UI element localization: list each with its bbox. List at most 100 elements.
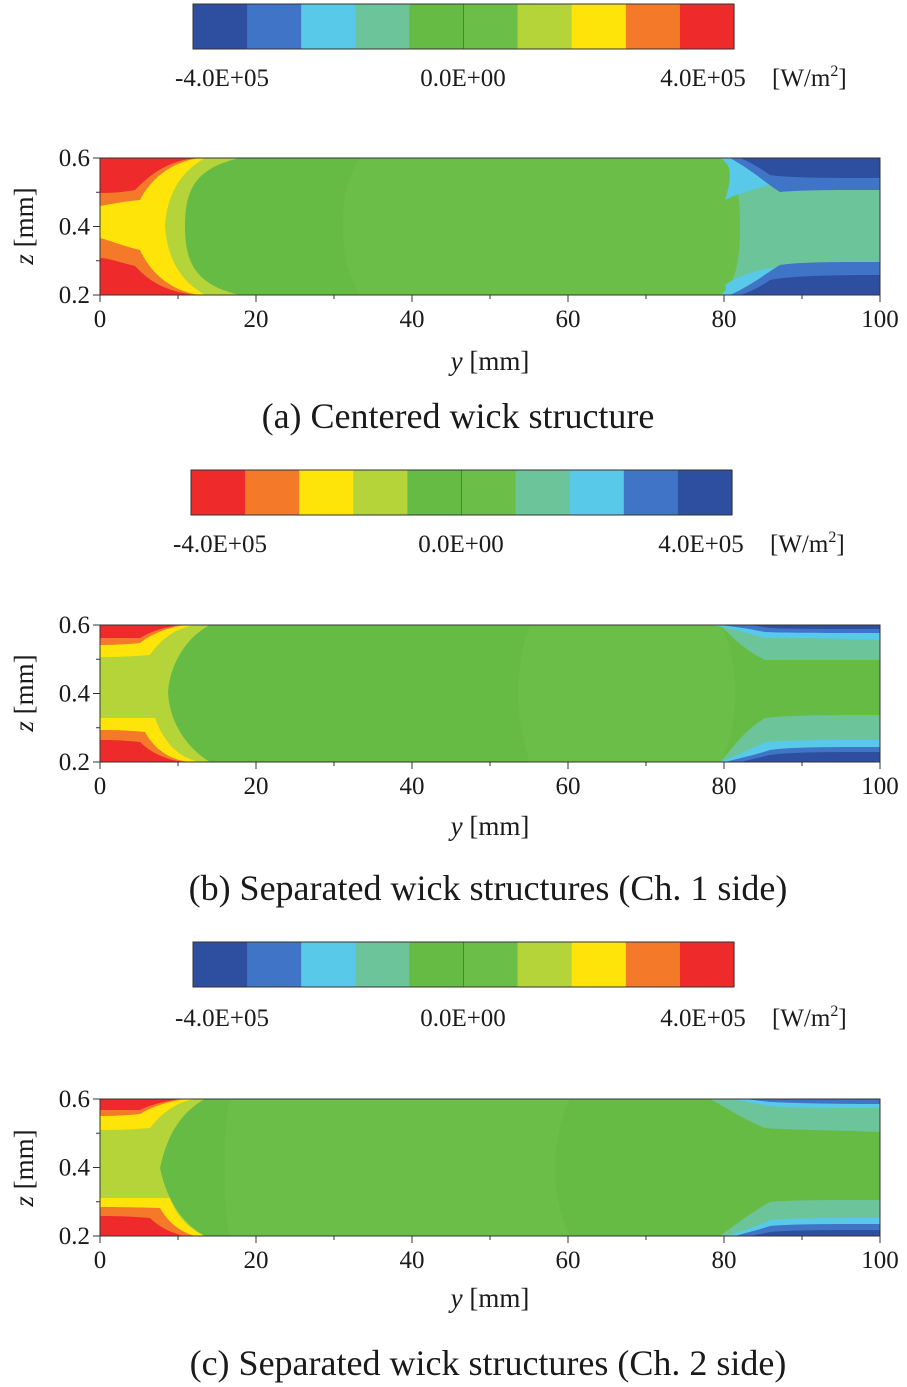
panel-b-colorbar-swatch [191,470,246,515]
panel-c-region-left-red-bottom [100,1216,185,1236]
panel-c-region-right-darkblue-bottom [750,1230,880,1236]
panel-c-y-tick-label: 0.4 [59,1155,91,1182]
panel-b: -4.0E+05 0.0E+00 4.0E+05 [W/m2] 0 20 40 [9,469,899,908]
panel-c-region-right-blue-top [745,1099,880,1104]
panel-b-x-tick-label: 0 [94,773,107,800]
panel-c-colorbar-swatch [355,942,410,987]
panel-a-colorbar-swatch [463,4,519,49]
panel-b-region-center-green-right [518,625,735,762]
panel-a-y-axis-title: z [mm] [9,187,39,265]
panel-c-contour-field [100,1099,880,1236]
panel-b-y-tick-label: 0.4 [59,681,91,708]
panel-b-colorbar-swatch [407,470,463,515]
panel-c-x-tick-label: 60 [556,1247,581,1274]
panel-c-colorbar-swatch [193,942,248,987]
panel-a-colorbar-swatch [355,4,410,49]
panel-a-colorbar: -4.0E+05 0.0E+00 4.0E+05 [W/m2] [175,3,847,92]
panel-b-x-tick-label: 40 [400,773,425,800]
panel-a-colorbar-swatch [409,4,465,49]
panel-c-colorbar-swatch [247,942,302,987]
panel-c-region-center-green-light [225,1099,570,1236]
panel-c-x-tick-label: 20 [244,1247,269,1274]
panel-c-y-tick-label: 0.2 [59,1223,90,1250]
panel-c-caption: (c) Separated wick structures (Ch. 2 sid… [190,1343,787,1383]
panel-a-region-center-green-right [343,158,740,295]
panel-a-x-tick-label: 20 [244,306,269,333]
panel-a-x-tick-label: 0 [94,306,107,333]
panel-a-caption: (a) Centered wick structure [262,396,655,436]
panel-c-colorbar-frame [192,941,735,988]
panel-c-axes: 0 20 40 60 80 100 0.2 0.4 0.6 [59,1086,899,1274]
panel-c-x-axis-title: y [mm] [448,1283,530,1313]
panel-b-x-tick-label: 20 [244,773,269,800]
panel-b-y-axis-title: z [mm] [9,654,39,732]
panel-b-colorbar-label-max: 4.0E+05 [658,531,744,558]
panel-b-colorbar-swatch [461,470,517,515]
panel-b-region-right-darkblue-bottom [740,752,880,762]
panel-a-colorbar-swatch [571,4,627,49]
panel-b-colorbar: -4.0E+05 0.0E+00 4.0E+05 [W/m2] [173,469,845,558]
panel-a-x-tick-label: 60 [556,306,581,333]
panel-b-colorbar-unit: [W/m2] [770,529,845,558]
panel-a-colorbar-frame [192,3,735,50]
panel-b-region-right-darkblue-top [750,625,880,629]
panel-b-axes: 0 20 40 60 80 100 0.2 0.4 0.6 [59,612,899,800]
panel-b-colorbar-swatch [623,470,679,515]
panel-a-colorbar-swatch [625,4,681,49]
panel-c-colorbar-swatch [463,942,519,987]
panel-b-colorbar-swatch [515,470,571,515]
panel-c-y-axis-title: z [mm] [9,1129,39,1207]
panel-b-colorbar-swatch [569,470,625,515]
panel-c-colorbar-swatch [571,942,627,987]
panel-a-colorbar-swatches [193,4,735,49]
panel-a-x-tick-label: 80 [712,306,737,333]
panel-a-region-left-red-top [100,158,195,193]
panel-c-colorbar-swatch [301,942,356,987]
panel-b-colorbar-swatch [299,470,354,515]
panel-a-y-tick-label: 0.4 [59,214,91,241]
panel-b-x-tick-label: 80 [712,773,737,800]
panel-c-colorbar-swatch [517,942,573,987]
panel-a-colorbar-label-min: -4.0E+05 [175,65,269,92]
panel-a-y-tick-label: 0.6 [59,145,90,172]
panel-b-contour-field [100,625,880,762]
panel-c: -4.0E+05 0.0E+00 4.0E+05 [W/m2] 0 20 40 60 8… [9,941,899,1383]
panel-a-region-right-darkblue-top [740,158,880,178]
panel-c-x-tick-label: 40 [400,1247,425,1274]
panel-b-colorbar-swatch [677,470,733,515]
panel-b-colorbar-frame [190,469,733,516]
panel-b-colorbar-swatches [191,470,733,515]
panel-c-colorbar-swatch [625,942,681,987]
panel-a-colorbar-label-mid: 0.0E+00 [420,65,506,92]
panel-c-colorbar-swatches [193,942,735,987]
panel-c-region-left-red-top [100,1099,180,1110]
panel-a-colorbar-swatch [247,4,302,49]
panel-a-axes: 0 20 40 60 80 100 0.2 0.4 0.6 [59,145,899,333]
panel-c-colorbar-label-min: -4.0E+05 [175,1005,269,1032]
panel-b-x-axis-title: y [mm] [448,811,530,841]
panel-c-colorbar-swatch [679,942,735,987]
panel-b-colorbar-swatch [245,470,300,515]
panel-a-colorbar-swatch [301,4,356,49]
panel-c-colorbar-label-max: 4.0E+05 [660,1005,746,1032]
panel-a-y-tick-label: 0.2 [59,282,90,309]
panel-a-region-left-red-bottom [100,258,195,295]
panel-a-colorbar-swatch [679,4,735,49]
panel-b-y-tick-label: 0.6 [59,612,90,639]
panel-c-colorbar-unit: [W/m2] [772,1003,847,1032]
panel-b-region-left-red-top [100,625,180,638]
panel-b-x-tick-label: 60 [556,773,581,800]
panel-a-contour-field [100,158,880,295]
panel-c-x-tick-label: 80 [712,1247,737,1274]
panel-a-x-tick-label: 100 [861,306,899,333]
panel-c-colorbar: -4.0E+05 0.0E+00 4.0E+05 [W/m2] [175,941,847,1032]
panel-b-caption: (b) Separated wick structures (Ch. 1 sid… [189,868,788,908]
panel-c-x-tick-label: 0 [94,1247,107,1274]
panel-a: -4.0E+05 0.0E+00 4.0E+05 [W/m2] [9,3,899,436]
panel-b-colorbar-swatch [353,470,408,515]
panel-b-colorbar-label-mid: 0.0E+00 [418,531,504,558]
panel-b-region-left-red-bottom [100,740,185,762]
panel-b-y-tick-label: 0.2 [59,749,90,776]
panel-c-colorbar-label-mid: 0.0E+00 [420,1005,506,1032]
